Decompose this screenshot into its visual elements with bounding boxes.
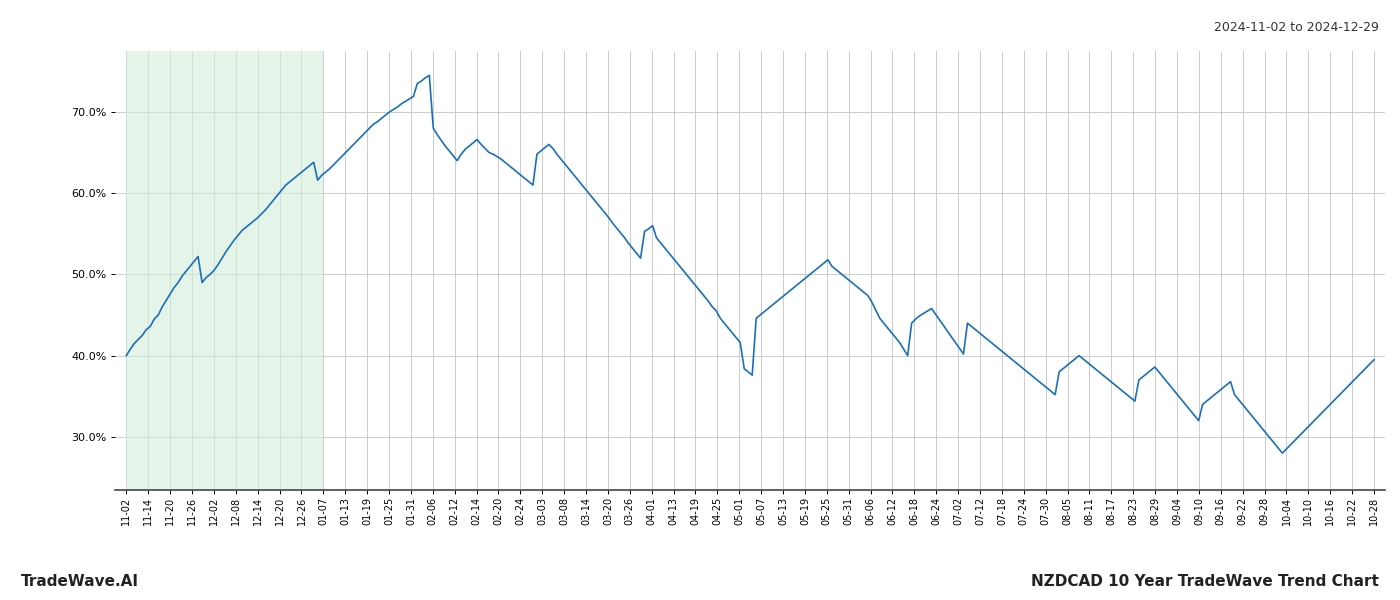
Text: 2024-11-02 to 2024-12-29: 2024-11-02 to 2024-12-29: [1214, 21, 1379, 34]
Text: TradeWave.AI: TradeWave.AI: [21, 574, 139, 589]
Text: NZDCAD 10 Year TradeWave Trend Chart: NZDCAD 10 Year TradeWave Trend Chart: [1032, 574, 1379, 589]
Bar: [126, 51, 323, 490]
